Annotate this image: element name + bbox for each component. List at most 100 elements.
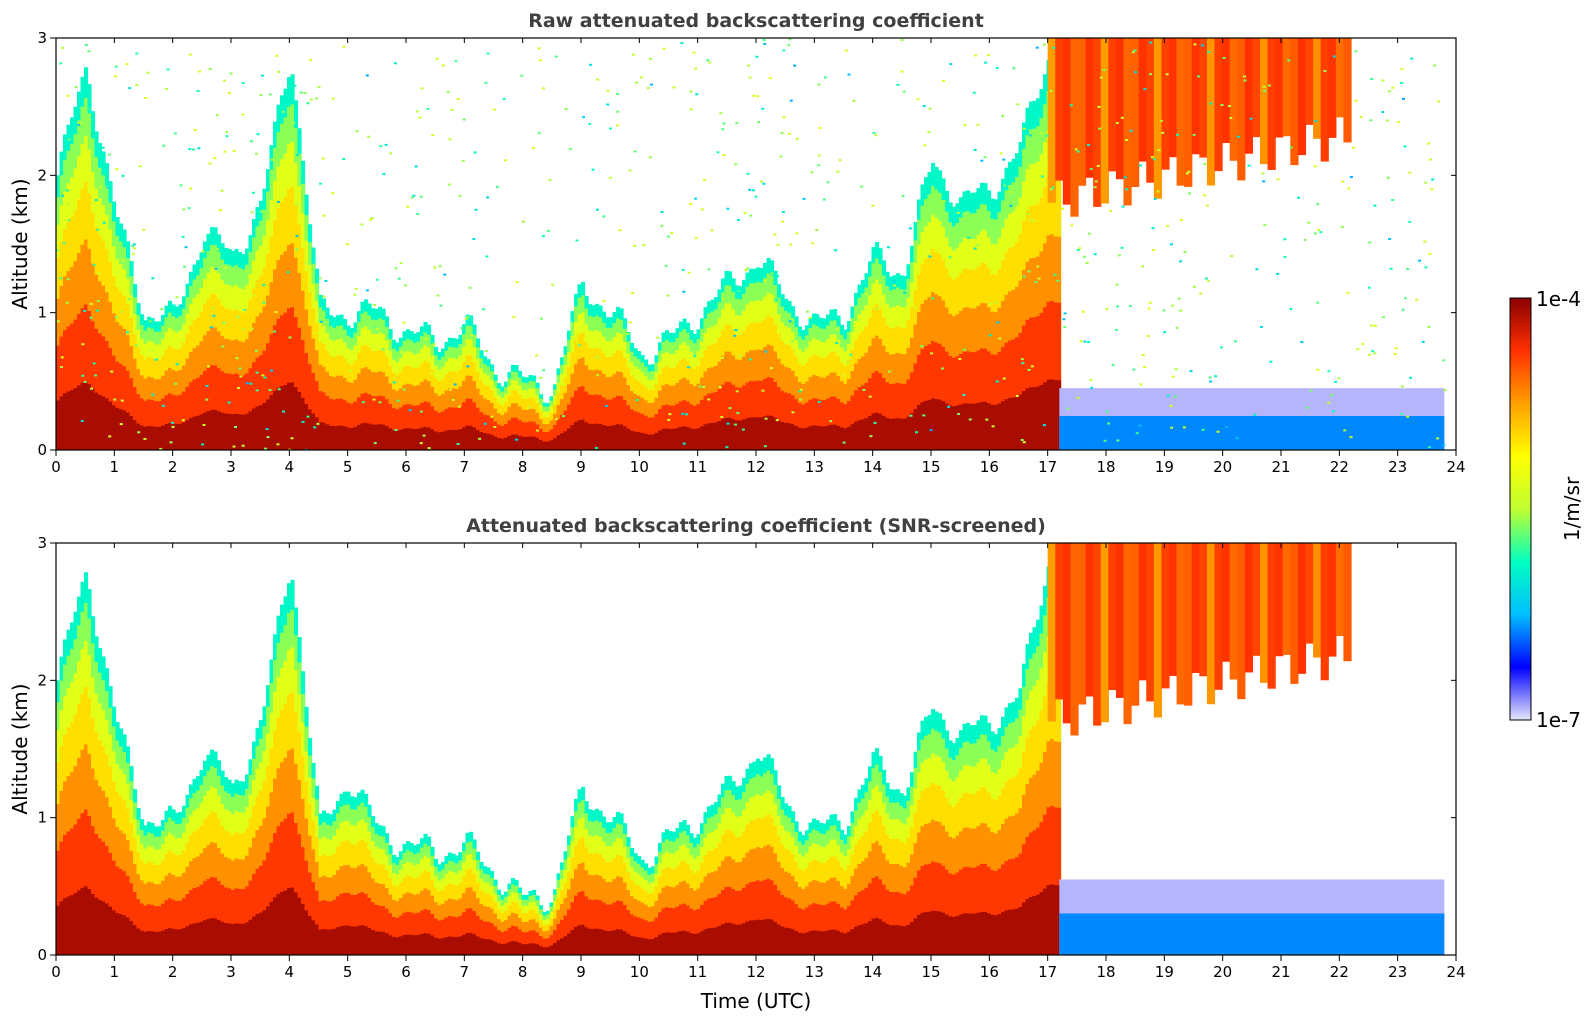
noise-speck-238 [708,329,712,332]
noise-speck-868 [1076,249,1080,252]
high-cloud-column-10 [1123,38,1132,206]
bl-column-262-band-0 [973,913,978,955]
bl-column-5-band-1 [73,824,78,955]
bl-column-170-band-1 [651,417,656,450]
bl-column-63-band-1 [276,826,281,955]
noise-speck-129 [410,196,414,199]
bl-column-12-band-0 [98,394,103,450]
bl-column-25-band-0 [143,931,148,955]
bl-column-1-band-1 [59,841,64,955]
noise-speck-7 [125,63,129,66]
bl-column-8-band-1 [84,304,89,450]
bl-column-282-band-1 [1043,307,1048,450]
noise-speck-468 [1026,213,1030,216]
bl-column-31-band-1 [164,900,169,955]
bl-column-163-band-0 [626,933,631,955]
noise-speck-3 [626,332,630,335]
bl-column-121-band-1 [479,412,484,450]
noise-speck-518 [229,72,233,75]
bl-column-164-band-1 [630,409,635,450]
bl-column-127-band-0 [500,944,505,955]
noise-speck-561 [464,317,468,320]
bl-column-199-band-0 [752,920,757,955]
noise-speck-867 [734,163,738,166]
bl-column-149-band-0 [577,925,582,955]
noise-speck-272 [719,112,723,115]
bl-column-197-band-1 [745,884,750,955]
bl-column-277-band-0 [1025,388,1030,450]
noise-speck-614 [241,328,245,331]
bl-column-169-band-1 [647,417,652,450]
bl-column-1-band-0 [59,901,64,955]
bl-column-124-band-0 [490,939,495,955]
bl-column-244-band-0 [910,922,915,955]
noise-speck-275 [763,42,767,45]
noise-speck-169 [492,108,496,111]
noise-speck-248 [716,151,720,154]
bl-column-230-band-0 [861,419,866,450]
noise-speck-535 [962,348,966,351]
noise-speck-491 [96,309,100,312]
bl-column-275-band-1 [1018,332,1023,450]
bl-column-216-band-0 [812,930,817,955]
noise-speck-689 [120,399,124,402]
bl-column-279-band-0 [1032,387,1037,450]
bl-column-234-band-0 [875,917,880,955]
bl-column-108-band-0 [434,431,439,450]
bl-column-261-band-1 [969,867,974,955]
noise-speck-123 [255,389,259,392]
bl-column-154-band-0 [595,423,600,450]
bl-column-260-band-1 [966,351,971,450]
bl-column-275-band-1 [1018,853,1023,955]
bl-column-205-band-0 [773,921,778,955]
bl-column-217-band-0 [815,425,820,450]
bl-column-201-band-0 [759,417,764,450]
noise-speck-338 [207,365,211,368]
noise-speck-396 [554,55,558,58]
bl-column-252-band-1 [938,863,943,955]
panel-1-y-tick-label-1: 1 [37,304,47,322]
bl-column-72-band-1 [308,872,313,955]
bl-column-29-band-0 [157,426,162,450]
noise-speck-625 [1089,167,1093,170]
bl-column-112-band-0 [448,429,453,450]
noise-speck-221 [1103,439,1107,442]
noise-speck-763 [1261,172,1265,175]
noise-speck-508 [568,147,572,150]
noise-speck-191 [1099,76,1103,79]
bl-column-131-band-1 [514,417,519,450]
raw-backscatter-panel: Raw attenuated backscattering coefficien… [8,10,1466,476]
noise-speck-51 [478,437,482,440]
noise-speck-873 [426,107,430,110]
bl-column-144-band-1 [560,919,565,955]
bl-column-271-band-0 [1004,910,1009,955]
bl-column-240-band-1 [896,382,901,450]
bl-column-176-band-1 [672,405,677,450]
noise-speck-879 [1391,86,1395,89]
noise-speck-66 [995,380,999,383]
bl-column-81-band-0 [339,425,344,450]
bl-column-273-band-0 [1011,397,1016,450]
bl-column-115-band-0 [458,936,463,955]
bl-column-61-band-1 [269,334,274,450]
noise-speck-255 [542,369,546,372]
noise-speck-236 [1409,376,1413,379]
noise-speck-514 [588,63,592,66]
bl-column-191-band-0 [724,922,729,955]
noise-speck-151 [606,103,610,106]
bl-column-254-band-1 [945,351,950,450]
noise-speck-836 [1021,362,1025,365]
bl-column-82-band-1 [343,400,348,450]
noise-speck-671 [1159,119,1163,122]
noise-speck-731 [126,331,130,334]
noise-speck-100 [1289,308,1293,311]
bl-column-142-band-0 [553,943,558,955]
noise-speck-158 [184,246,188,249]
noise-speck-382 [1189,370,1193,373]
noise-speck-44 [922,414,926,417]
bl-column-264-band-1 [980,348,985,450]
bl-column-281-band-0 [1039,385,1044,450]
noise-speck-693 [982,229,986,232]
bl-column-195-band-0 [738,420,743,450]
bl-column-275-band-0 [1018,906,1023,955]
